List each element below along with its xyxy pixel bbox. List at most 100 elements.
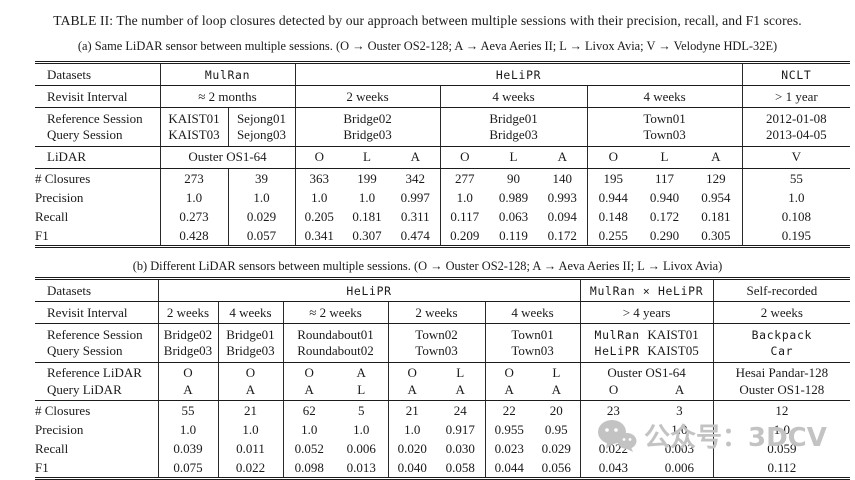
table-cell: 0.181 <box>701 209 731 225</box>
row-label: Revisit Interval <box>35 85 160 109</box>
table-cell: 273 <box>159 168 228 189</box>
row-label: F1 <box>35 460 49 476</box>
table-cell: 4 weeks <box>439 85 588 109</box>
table-cell: 0.098 <box>282 458 335 479</box>
table-cell: 342 <box>405 171 426 187</box>
table-cell: 0.043 <box>579 458 647 479</box>
table-cell: 0.917 <box>445 422 475 438</box>
table-cell: 0.148 <box>586 207 640 227</box>
table-b: Datasets HeLiPR MulRan × HeLiPR Self-record… <box>35 277 851 480</box>
table-cell: 0.993 <box>547 190 577 206</box>
table-cell: 0.022 <box>217 458 283 479</box>
table-cell: 0.056 <box>541 460 571 476</box>
table-cell: L <box>343 146 392 170</box>
table-cell: 195 <box>586 168 640 189</box>
table-cell: 0.428 <box>159 226 228 247</box>
row-label: Precision <box>35 422 84 438</box>
table-cell: 1.0 <box>157 420 218 440</box>
table-cell: Bridge02 Bridge03 <box>157 323 218 363</box>
table-cell: 0.209 <box>439 226 490 247</box>
table-cell: 1.0 <box>217 420 283 440</box>
table-cell: 0.305 <box>701 228 731 244</box>
table-cell: 0.023 <box>484 439 533 459</box>
table-cell: Town01 Town03 <box>586 107 743 147</box>
table-cell: 0.474 <box>400 228 430 244</box>
table-cell: 0.020 <box>387 439 436 459</box>
table-cell: Backpack Car <box>712 323 851 363</box>
table-cell: Hesai Pandar-128 Ouster OS1-128 <box>712 362 851 402</box>
table-cell: MulRan × HeLiPR <box>579 278 714 303</box>
table-cell: 0.057 <box>227 226 296 247</box>
table-cell: V <box>741 146 851 170</box>
table-cell: KAIST01 KAIST03 <box>159 107 228 147</box>
table-cell: 0.119 <box>499 228 528 244</box>
table-cell: O <box>439 146 490 170</box>
table-cell: 277 <box>439 168 490 189</box>
table-cell: 0.030 <box>445 441 475 457</box>
table-cell: 1.0 <box>159 188 228 208</box>
table-cell: 0.954 <box>701 190 731 206</box>
table-cell: 0.944 <box>586 188 640 208</box>
table-cell: Ouster OS1-64 O A <box>579 362 714 402</box>
table-cell: 2 weeks <box>712 301 851 325</box>
table-cell: 0.112 <box>712 458 851 479</box>
table-cell: ≈ 2 months <box>159 85 296 109</box>
table-cell: 0.940 <box>649 190 680 206</box>
table-cell: MulRan KAIST01 HeLiPR KAIST05 <box>579 323 714 363</box>
table-cell: 0.052 <box>282 439 335 459</box>
table-cell: 2 weeks <box>387 301 485 325</box>
table-cell: 129 <box>706 171 726 187</box>
table-cell: Sejong01 Sejong03 <box>227 107 296 147</box>
table-cell: 0.022 <box>579 439 647 459</box>
table-cell: 199 <box>357 171 377 187</box>
table-cell: 1.0 <box>358 190 376 206</box>
caption-subtable-b: (b) Different LiDAR sensors between mult… <box>132 259 723 273</box>
table-cell: 0.040 <box>387 458 436 479</box>
table-cell: Bridge01 Bridge03 <box>217 323 283 363</box>
table-cell: NCLT <box>741 62 851 87</box>
table-cell: Town01 Town03 <box>484 323 581 363</box>
table-cell: 0.955 <box>484 420 533 440</box>
row-label: Revisit Interval <box>35 301 158 325</box>
table-cell: 2 weeks <box>294 85 441 109</box>
table-cell: 1.0 <box>579 420 647 440</box>
table-cell: 1.0 <box>282 420 335 440</box>
table-cell: 1.0 <box>439 188 490 208</box>
table-cell: 0.006 <box>346 441 376 457</box>
row-label: Reference Session Query Session <box>35 323 158 363</box>
table-cell: A <box>391 146 441 170</box>
table-cell: 12 <box>712 400 851 421</box>
table-cell: 0.063 <box>498 209 529 225</box>
table-cell: 140 <box>552 171 573 187</box>
table-cell: 0.003 <box>664 441 694 457</box>
table-cell: 55 <box>157 400 218 421</box>
table-cell: 0.039 <box>157 439 218 459</box>
table-cell: 4 weeks <box>484 301 581 325</box>
table-cell: HeLiPR <box>157 278 581 303</box>
table-cell: 0.172 <box>547 228 577 244</box>
table-cell: 0.205 <box>294 207 344 227</box>
table-cell: 0.108 <box>741 207 851 227</box>
table-cell: 4 weeks <box>586 85 743 109</box>
table-cell: 117 <box>655 171 675 187</box>
table-cell: ≈ 2 weeks <box>282 301 388 325</box>
table-cell: 0.013 <box>346 460 376 476</box>
table-cell: 0.172 <box>649 209 680 225</box>
table-cell: 363 <box>294 168 344 189</box>
table-cell: 0.273 <box>159 207 228 227</box>
row-label: # Closures <box>35 171 91 187</box>
table-cell: 0.044 <box>484 458 533 479</box>
table-cell: A <box>538 146 588 170</box>
row-label: Datasets <box>35 62 160 87</box>
row-label: F1 <box>35 228 49 244</box>
table-cell: 0.181 <box>352 209 382 225</box>
table-cell: 0.307 <box>352 228 382 244</box>
table-cell: 1.0 <box>294 188 344 208</box>
table-cell: Bridge02 Bridge03 <box>294 107 441 147</box>
table-cell: 0.006 <box>664 460 694 476</box>
